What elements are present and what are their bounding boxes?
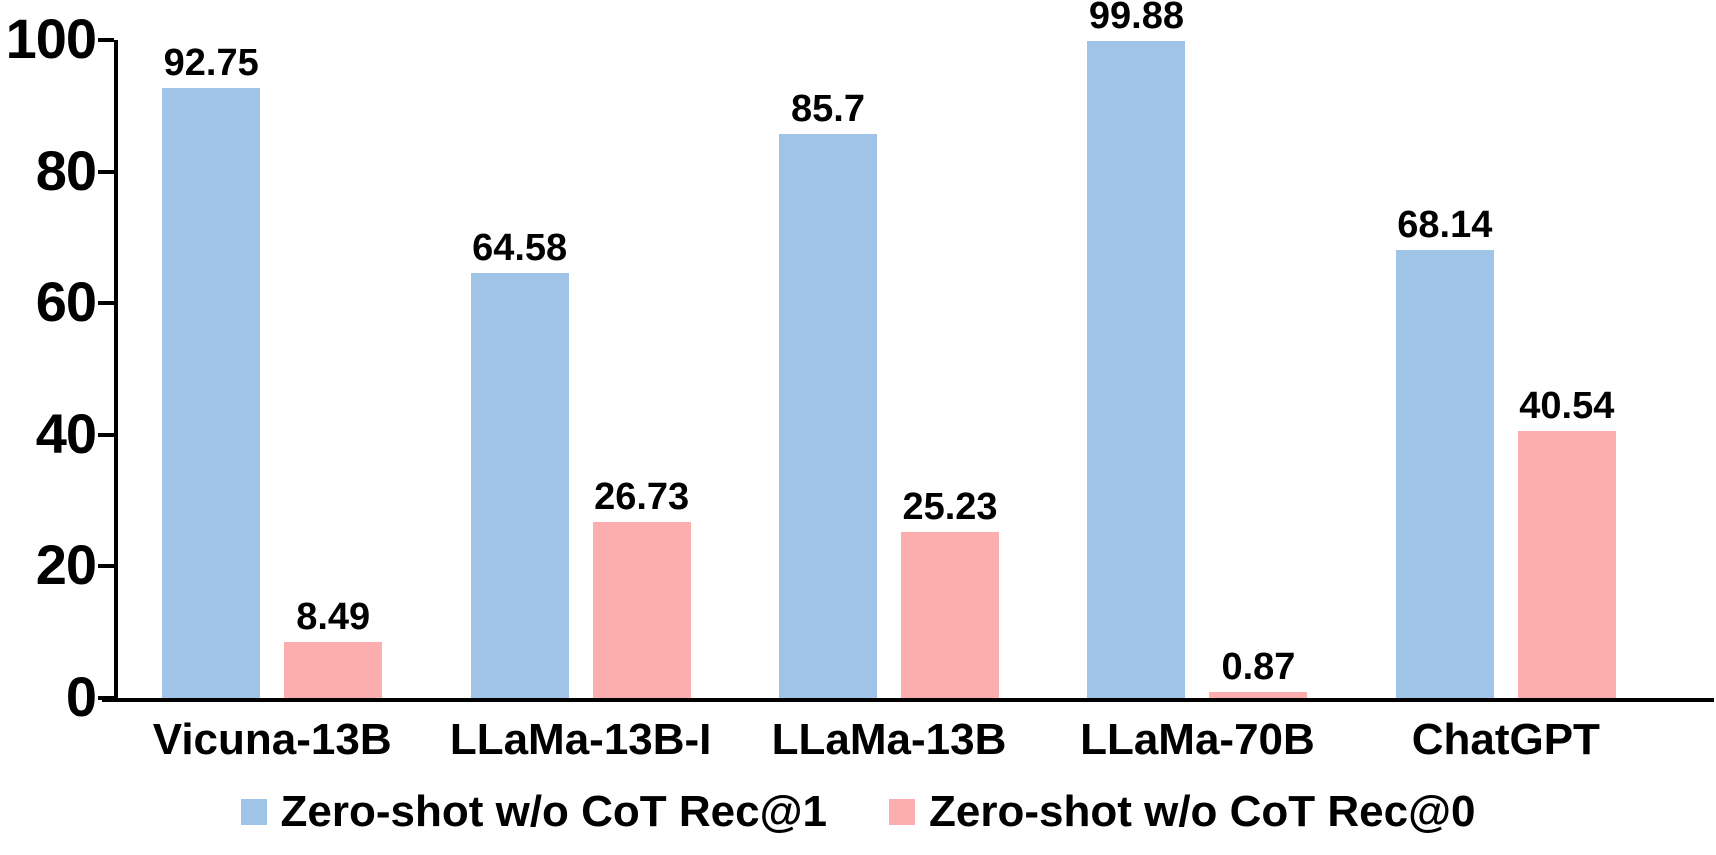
bar-value-label: 92.75 xyxy=(163,41,259,84)
x-category-label: LLaMa-70B xyxy=(1080,715,1315,764)
bar-value-label: 99.88 xyxy=(1088,0,1184,37)
plot-area: 92.75 8.49 64.58 26.73 85.7 25.23 99.88 0.87 68.… xyxy=(118,0,1660,698)
bar-rec0: 0.87 xyxy=(1209,648,1308,698)
x-axis-labels: Vicuna-13B LLaMa-13B-I LLaMa-13B LLaMa-70B C… xyxy=(118,715,1660,764)
bar-value-label: 68.14 xyxy=(1397,203,1493,246)
y-tick-label: 100 xyxy=(5,7,97,70)
y-axis-line xyxy=(114,40,118,698)
y-tick-mark xyxy=(98,169,114,174)
y-tick-mark xyxy=(98,432,114,437)
y-tick-label: 0 xyxy=(65,665,97,728)
legend-item-rec1: Zero-shot w/o CoT Rec@1 xyxy=(240,787,828,836)
x-category-label: LLaMa-13B-I xyxy=(449,715,712,764)
bar-rec0: 8.49 xyxy=(284,598,383,698)
bar-rec0: 40.54 xyxy=(1517,387,1616,698)
y-tick-label: 60 xyxy=(35,270,97,334)
y-tick-label: 40 xyxy=(35,401,97,465)
bar-value-label: 25.23 xyxy=(902,486,998,528)
legend-label-rec1: Zero-shot w/o CoT Rec@1 xyxy=(280,787,828,836)
bar-group: 68.14 40.54 xyxy=(1352,40,1660,698)
legend-swatch-rec1-icon xyxy=(240,799,267,826)
bar-value-label: 26.73 xyxy=(594,476,690,519)
legend-label-rec0: Zero-shot w/o CoT Rec@0 xyxy=(929,787,1476,836)
bar-value-label: 0.87 xyxy=(1221,646,1296,689)
bar-rec1: 64.58 xyxy=(470,229,569,698)
y-tick-mark xyxy=(98,564,114,569)
bar-group: 64.58 26.73 xyxy=(426,40,734,698)
bar-group: 92.75 8.49 xyxy=(118,40,426,698)
bar-value-label: 40.54 xyxy=(1519,385,1615,428)
bar-value-label: 64.58 xyxy=(472,227,568,270)
x-category-label: ChatGPT xyxy=(1411,715,1600,764)
bar-rec1: 68.14 xyxy=(1395,206,1494,698)
bar-rec0: 26.73 xyxy=(592,478,691,698)
bar-group: 85.7 25.23 xyxy=(735,40,1043,698)
bar-rec1: 85.7 xyxy=(779,90,878,698)
y-tick-label: 80 xyxy=(35,138,97,202)
legend: Zero-shot w/o CoT Rec@1 Zero-shot w/o Co… xyxy=(0,787,1716,836)
legend-item-rec0: Zero-shot w/o CoT Rec@0 xyxy=(889,787,1476,836)
bar-group: 99.88 0.87 xyxy=(1043,0,1351,698)
y-tick-mark xyxy=(98,301,114,306)
legend-swatch-rec0-icon xyxy=(889,799,915,826)
x-axis-line xyxy=(102,698,1714,702)
y-tick-mark xyxy=(98,38,114,42)
bar-value-label: 85.7 xyxy=(791,88,865,131)
y-tick-mark xyxy=(98,696,114,700)
x-category-label: LLaMa-13B xyxy=(771,715,1007,764)
y-tick-label: 20 xyxy=(35,533,97,597)
bar-rec0: 25.23 xyxy=(901,488,1000,698)
bar-rec1: 99.88 xyxy=(1087,0,1186,698)
bar-value-label: 8.49 xyxy=(296,596,371,639)
bar-rec1: 92.75 xyxy=(162,44,261,698)
x-category-label: Vicuna-13B xyxy=(152,715,392,764)
